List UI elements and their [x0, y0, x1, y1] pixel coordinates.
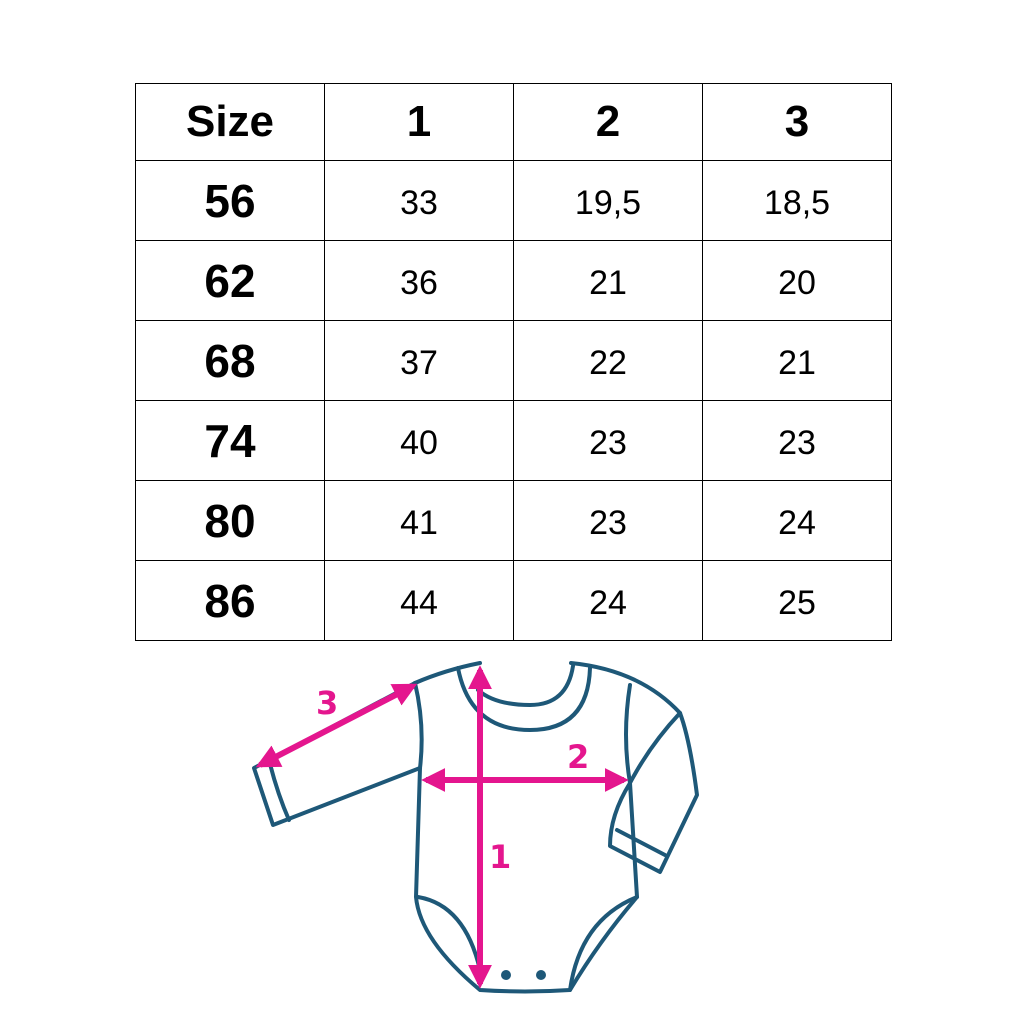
size-table: Size 1 2 3 56 33 19,5 18,5 62 36 21 20 6…	[135, 83, 892, 641]
table-row: 62 36 21 20	[135, 240, 892, 321]
header-cell: Size	[135, 83, 325, 161]
measurement-arrows	[255, 665, 629, 989]
size-cell: 74	[135, 400, 325, 481]
header-cell: 1	[324, 83, 514, 161]
size-cell: 68	[135, 320, 325, 401]
value-cell: 36	[324, 240, 514, 321]
table-row: 74 40 23 23	[135, 400, 892, 481]
value-cell: 33	[324, 160, 514, 241]
value-cell: 24	[702, 480, 892, 561]
size-cell: 80	[135, 480, 325, 561]
header-cell: 2	[513, 83, 703, 161]
value-cell: 37	[324, 320, 514, 401]
snap-button-icon	[501, 970, 511, 980]
length-label: 1	[489, 838, 511, 876]
table-row: 68 37 22 21	[135, 320, 892, 401]
value-cell: 18,5	[702, 160, 892, 241]
table-row: 80 41 23 24	[135, 480, 892, 561]
sleeve-arrow	[255, 683, 418, 768]
value-cell: 24	[513, 560, 703, 641]
value-cell: 20	[702, 240, 892, 321]
value-cell: 25	[702, 560, 892, 641]
table-row: 86 44 24 25	[135, 560, 892, 641]
value-cell: 44	[324, 560, 514, 641]
value-cell: 41	[324, 480, 514, 561]
value-cell: 21	[513, 240, 703, 321]
chest-label: 2	[567, 738, 589, 776]
value-cell: 23	[513, 480, 703, 561]
value-cell: 21	[702, 320, 892, 401]
size-cell: 86	[135, 560, 325, 641]
table-row: 56 33 19,5 18,5	[135, 160, 892, 241]
value-cell: 40	[324, 400, 514, 481]
sleeve-label: 3	[316, 684, 338, 722]
value-cell: 23	[702, 400, 892, 481]
size-cell: 62	[135, 240, 325, 321]
snap-button-icon	[536, 970, 546, 980]
